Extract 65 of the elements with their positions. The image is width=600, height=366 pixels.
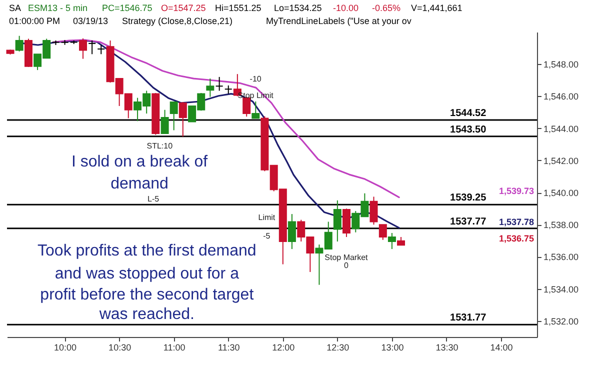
annotation: I sold on a break of demand xyxy=(71,153,208,192)
text: PC=1546.75 xyxy=(102,3,152,13)
y-tick-label: 1,536.00 xyxy=(544,252,579,262)
candlestick xyxy=(252,101,260,119)
y-tick-label: 1,540.00 xyxy=(544,188,579,198)
candlestick xyxy=(370,196,378,226)
x-tick-label: 10:30 xyxy=(108,342,132,352)
y-tick-label: 1,544.00 xyxy=(544,124,579,134)
text: Lo=1534.25 xyxy=(274,3,322,13)
x-tick-label: 12:00 xyxy=(272,342,295,352)
text: 01:00:00 PM xyxy=(9,16,60,26)
annotation: 0 xyxy=(344,260,349,270)
y-tick-label: 1,538.00 xyxy=(544,220,579,230)
ref-line-label: 1539.25 xyxy=(450,192,487,204)
candlestick xyxy=(206,78,214,98)
y-tick-label: 1,548.00 xyxy=(544,60,579,70)
ref-line-label: 1531.77 xyxy=(450,312,487,324)
annotation: 1,537.78 xyxy=(498,217,534,228)
candlestick xyxy=(88,40,96,55)
text: ESM13 - 5 min xyxy=(28,3,88,13)
annotation: -5 xyxy=(263,231,271,240)
x-tick-label: 11:00 xyxy=(163,342,186,352)
y-tick-label: 1,546.00 xyxy=(544,92,579,102)
candlestick xyxy=(160,109,169,134)
text: -0.65% xyxy=(372,3,401,13)
candlestick xyxy=(288,214,296,250)
ref-line-label: 1543.50 xyxy=(450,124,487,136)
text: O=1547.25 xyxy=(161,3,206,13)
annotation: Took profits at the first demand and was stopped out for a profit before the second target was reached. xyxy=(38,242,256,324)
candlestick xyxy=(170,101,178,131)
candlestick xyxy=(215,76,224,92)
x-tick-label: 10:00 xyxy=(54,342,77,352)
text: 03/19/13 xyxy=(73,16,108,26)
x-tick-label: 13:30 xyxy=(436,342,458,352)
text: -10.00 xyxy=(333,3,359,13)
x-tick-label: 13:00 xyxy=(381,342,404,352)
candlestick xyxy=(342,208,350,238)
text: Hi=1551.25 xyxy=(215,3,262,13)
x-tick-label: 12:30 xyxy=(326,342,350,352)
candlestick xyxy=(388,232,396,250)
x-tick-label: 11:30 xyxy=(218,342,240,352)
annotation: 1,539.73 xyxy=(498,186,534,196)
annotation: Stop Market xyxy=(324,253,369,262)
y-tick-label: 1,534.00 xyxy=(544,284,579,294)
text: SA xyxy=(9,3,22,13)
text: MyTrendLineLabels ("Use at your ov xyxy=(266,16,412,26)
y-tick-label: 1,532.00 xyxy=(544,316,579,326)
candlestick xyxy=(224,84,232,94)
annotation: L-5 xyxy=(148,194,160,204)
candlestick xyxy=(333,200,342,242)
x-tick-label: 14:00 xyxy=(490,342,513,352)
candlestick xyxy=(178,101,187,138)
text: V=1,441,661 xyxy=(411,3,462,13)
annotation: Limit xyxy=(258,213,276,222)
candlestick xyxy=(79,38,88,60)
y-tick-label: 1,542.00 xyxy=(544,156,579,166)
ref-line-label: 1537.77 xyxy=(450,216,487,228)
text: Strategy (Close,8,Close,21) xyxy=(122,16,233,26)
candlestick xyxy=(97,44,106,55)
candlestick xyxy=(378,224,387,240)
annotation: -10 xyxy=(250,74,262,84)
annotation: STL:10 xyxy=(146,141,174,150)
ref-line-label: 1544.52 xyxy=(450,108,487,119)
candlestick xyxy=(15,35,24,52)
annotation: 1,536.75 xyxy=(498,234,534,244)
